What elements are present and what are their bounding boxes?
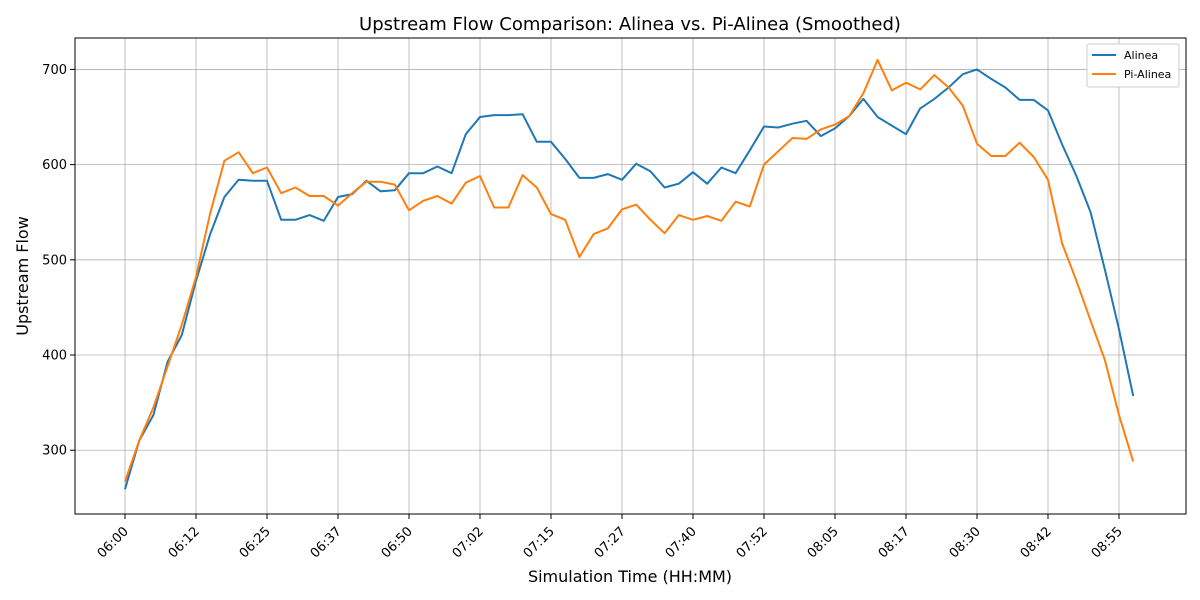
y-tick-label: 500 bbox=[42, 253, 67, 268]
series-lines bbox=[124, 58, 1135, 490]
y-tick-label: 700 bbox=[42, 63, 67, 78]
plot-background bbox=[75, 38, 1186, 514]
y-axis-ticks: 300 400 500 600 700 bbox=[42, 63, 75, 459]
x-tick-label: 08:30 bbox=[947, 524, 984, 561]
x-tick-label: 08:17 bbox=[876, 524, 913, 561]
x-tick-label: 08:05 bbox=[805, 524, 842, 561]
legend-label-alinea: Alinea bbox=[1124, 49, 1158, 62]
x-axis-title: Simulation Time (HH:MM) bbox=[528, 567, 732, 586]
x-tick-label: 07:27 bbox=[592, 524, 629, 561]
plot-frame bbox=[74, 37, 1187, 515]
x-tick-label: 08:42 bbox=[1018, 524, 1055, 561]
legend: Alinea Pi-Alinea bbox=[1086, 43, 1180, 88]
legend-label-pi-alinea: Pi-Alinea bbox=[1124, 68, 1171, 81]
y-tick-label: 300 bbox=[42, 444, 67, 459]
x-tick-label: 06:25 bbox=[237, 524, 274, 561]
chart-title: Upstream Flow Comparison: Alinea vs. Pi-… bbox=[359, 14, 901, 35]
y-axis-title: Upstream Flow bbox=[13, 216, 32, 336]
x-tick-label: 06:37 bbox=[308, 524, 345, 561]
x-tick-label: 06:12 bbox=[166, 524, 203, 561]
series-line-pi-alinea bbox=[124, 58, 1135, 482]
x-tick-label: 08:55 bbox=[1089, 524, 1126, 561]
y-tick-label: 600 bbox=[42, 158, 67, 173]
y-tick-label: 400 bbox=[42, 349, 67, 364]
x-tick-label: 07:52 bbox=[734, 524, 771, 561]
x-tick-label: 06:50 bbox=[379, 524, 416, 561]
x-tick-label: 07:02 bbox=[450, 524, 487, 561]
x-tick-label: 07:40 bbox=[663, 524, 700, 561]
series-line-alinea bbox=[124, 68, 1135, 490]
x-axis-ticks: 06:00 06:12 06:25 06:37 06:50 07:02 07:15 07:27… bbox=[95, 514, 1126, 561]
x-tick-label: 06:00 bbox=[95, 524, 132, 561]
x-tick-label: 07:15 bbox=[521, 524, 558, 561]
